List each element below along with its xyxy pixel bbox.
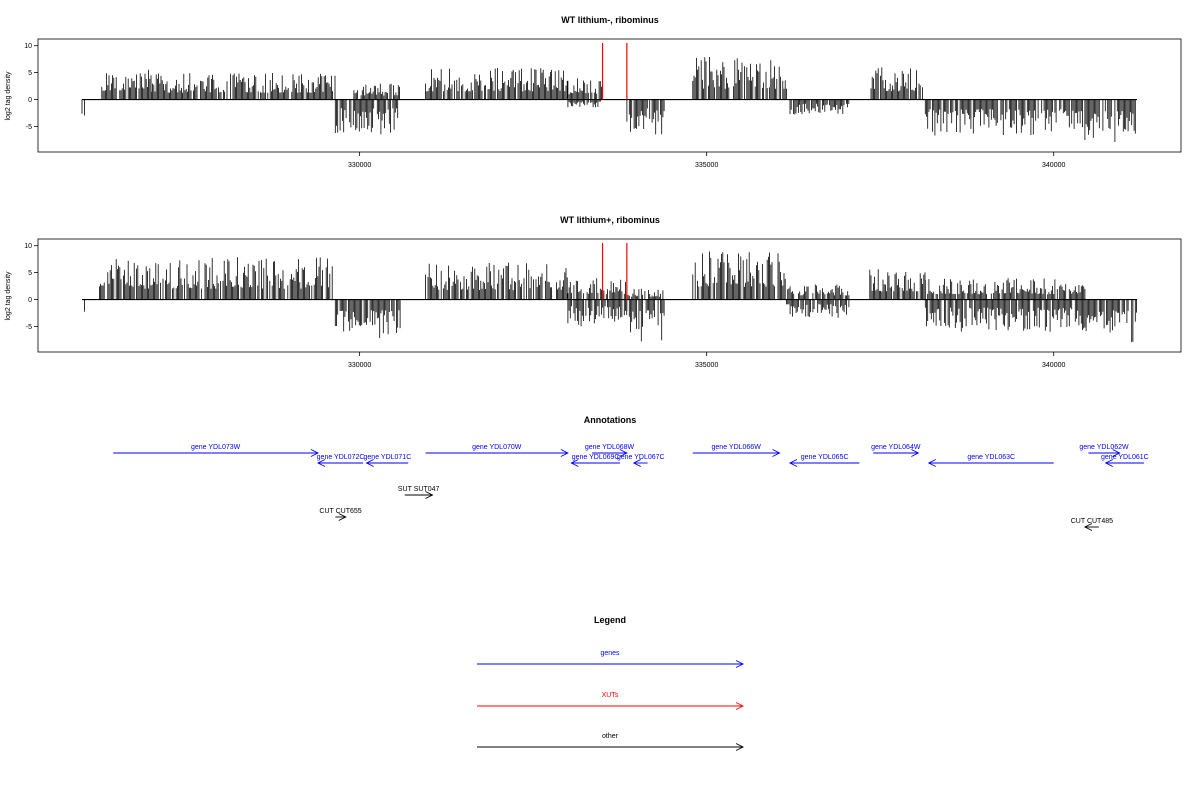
annotation-arrow-head: [560, 449, 569, 457]
legend-arrow-head: [735, 702, 745, 710]
x-tick-label: 335000: [695, 162, 718, 169]
legend-title: Legend: [594, 615, 626, 625]
annotation-label: gene YDL070W: [472, 444, 522, 451]
annotation-arrow-head: [425, 491, 434, 499]
annotation-feature: gene YDL068W: [585, 444, 635, 457]
annotation-feature: CUT CUT485: [1071, 518, 1113, 531]
plot-frame: [37, 38, 1182, 153]
track-panel-lithium-plus: WT lithium+, ribominus log2 tag density …: [5, 215, 1182, 369]
annotation-feature: gene YDL066W: [692, 444, 781, 457]
track-panel-lithium-minus: WT lithium-, ribominus log2 tag density …: [5, 15, 1182, 169]
annotation-label: gene YDL061C: [1101, 454, 1149, 461]
x-tick-label: 335000: [695, 362, 718, 369]
annotation-arrow-head: [365, 459, 374, 467]
x-tick-label: 340000: [1042, 162, 1065, 169]
legend-label: other: [602, 733, 619, 740]
annotation-feature: gene YDL063C: [927, 454, 1054, 467]
annotation-feature: SUT SUT047: [398, 486, 440, 499]
annotation-label: SUT SUT047: [398, 486, 440, 493]
annotation-label: gene YDL067C: [617, 454, 665, 461]
annotation-arrow-head: [619, 449, 628, 457]
panel-title: WT lithium+, ribominus: [560, 215, 660, 225]
legend-arrow-head: [735, 660, 745, 668]
annotation-feature: gene YDL071C: [364, 454, 412, 467]
legend-label: XUTs: [602, 692, 619, 699]
annotation-feature: gene YDL061C: [1101, 454, 1149, 467]
annotation-feature: gene YDL065C: [788, 454, 860, 467]
annotation-label: gene YDL064W: [871, 444, 921, 451]
y-tick-label: -5: [26, 324, 32, 331]
panel-title: WT lithium-, ribominus: [561, 15, 659, 25]
annotation-arrow-head: [338, 513, 347, 521]
annotation-label: gene YDL071C: [364, 454, 412, 461]
annotation-feature: CUT CUT655: [319, 508, 362, 521]
plot-frame: [37, 238, 1182, 353]
red-marker-lines: [601, 243, 628, 300]
y-axis: 10 5 0 -5: [24, 43, 38, 131]
annotation-label: gene YDL069C: [572, 454, 620, 461]
annotation-label: gene YDL063C: [967, 454, 1015, 461]
annotation-feature: gene YDL069C: [570, 454, 620, 467]
annotation-arrow-head: [1104, 459, 1113, 467]
y-axis-label: log2 tag density: [5, 271, 12, 321]
legend-item: genes: [477, 650, 745, 668]
density-bar-path: [84, 251, 1137, 343]
y-tick-label: 5: [28, 270, 32, 277]
annotation-label: gene YDL065C: [801, 454, 849, 461]
legend-arrow-head: [735, 743, 745, 751]
legend-item: other: [477, 733, 745, 751]
density-bars: [81, 57, 1137, 142]
annotation-label: gene YDL068W: [585, 444, 635, 451]
annotation-arrow-head: [927, 459, 936, 467]
annotation-arrow-head: [310, 449, 319, 457]
annotation-feature: gene YDL067C: [617, 454, 665, 467]
annotation-feature: gene YDL070W: [425, 444, 569, 457]
annotation-arrow-head: [788, 459, 798, 467]
legend-label: genes: [600, 650, 620, 657]
annotation-label: CUT CUT655: [319, 508, 361, 515]
y-tick-label: -5: [26, 124, 32, 131]
annotation-arrow-head: [316, 459, 326, 467]
y-axis: 10 5 0 -5: [24, 243, 38, 331]
annotations-title: Annotations: [584, 415, 637, 425]
x-tick-label: 330000: [348, 362, 371, 369]
annotation-arrow-head: [632, 459, 641, 467]
density-bars: [82, 251, 1137, 343]
y-tick-label: 0: [28, 97, 32, 104]
annotation-arrow-head: [1112, 449, 1121, 457]
x-axis: 330000 335000 340000: [348, 352, 1065, 369]
annotation-arrow-head: [570, 459, 579, 467]
legend-item: XUTs: [477, 692, 745, 710]
legend: Legend genes XUTs other: [477, 615, 745, 751]
annotation-arrow-head: [1083, 523, 1093, 531]
y-axis-label: log2 tag density: [5, 71, 12, 121]
annotation-label: gene YDL073W: [191, 444, 241, 451]
annotation-label: gene YDL066W: [712, 444, 762, 451]
annotation-features: gene YDL073W gene YDL072C gene YDL071C gene…: [113, 444, 1149, 531]
legend-items: genes XUTs other: [477, 650, 745, 751]
annotation-feature: gene YDL072C: [316, 454, 365, 467]
annotation-label: CUT CUT485: [1071, 518, 1113, 525]
annotation-feature: gene YDL062W: [1079, 444, 1129, 457]
annotation-arrow-head: [772, 449, 781, 457]
x-tick-label: 340000: [1042, 362, 1065, 369]
annotation-feature: gene YDL064W: [871, 444, 921, 457]
red-marker-lines: [601, 43, 628, 100]
y-tick-label: 10: [24, 43, 32, 50]
annotation-label: gene YDL072C: [317, 454, 365, 461]
y-tick-label: 5: [28, 70, 32, 77]
annotation-feature: gene YDL073W: [113, 444, 319, 457]
annotation-arrow-head: [911, 449, 920, 457]
x-axis: 330000 335000 340000: [348, 152, 1065, 169]
density-bar-path: [81, 57, 1136, 142]
y-tick-label: 0: [28, 297, 32, 304]
y-tick-label: 10: [24, 243, 32, 250]
annotation-label: gene YDL062W: [1079, 444, 1129, 451]
x-tick-label: 330000: [348, 162, 371, 169]
